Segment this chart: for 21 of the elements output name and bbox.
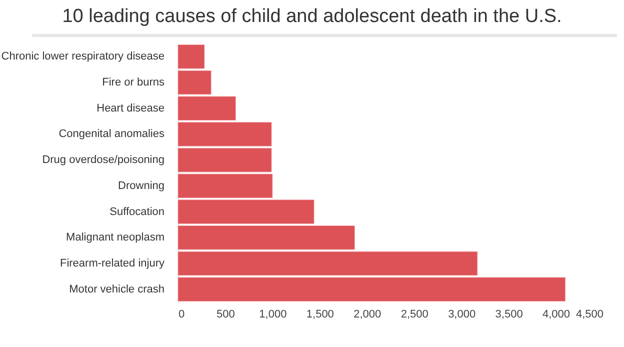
y-tick-label: Heart disease (96, 102, 164, 114)
x-tick-label: 1,000 (259, 308, 287, 320)
x-tick-label: 4,000 (542, 308, 570, 320)
chart-title: 10 leading causes of child and adolescent death in the U.S. (61, 6, 563, 28)
x-tick-label: 0 (178, 308, 185, 320)
y-tick-label: Fire or burns (102, 76, 165, 89)
y-tick-label: Firearm-related injury (60, 257, 165, 270)
x-tick-label: 2,000 (354, 308, 382, 320)
y-tick-label: Drug overdose/poisoning (42, 154, 164, 166)
y-tick-label: Chronic lower respiratory disease (1, 50, 164, 63)
y-tick-label: Motor vehicle crash (69, 283, 164, 296)
x-tick-label: 3,500 (495, 308, 523, 320)
y-tick-label: Malignant neoplasm (66, 232, 164, 244)
y-tick-label: Drowning (118, 180, 164, 192)
x-tick-label: 500 (216, 308, 235, 320)
y-tick-label: Congenital anomalies (58, 128, 165, 140)
y-tick-label: Suffocation (110, 206, 164, 218)
x-tick-label: 4,500 (576, 308, 604, 320)
x-tick-label: 2,500 (400, 308, 428, 320)
x-tick-label: 3,000 (448, 308, 476, 320)
x-tick-label: 1,500 (306, 308, 334, 320)
